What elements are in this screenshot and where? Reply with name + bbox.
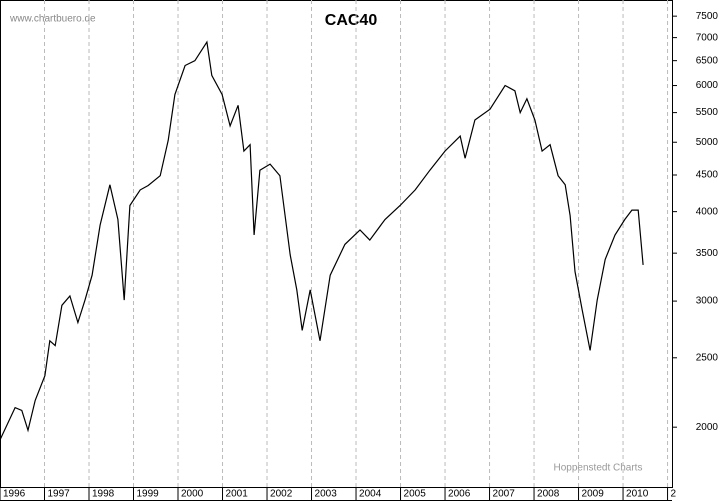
x-tick-label: 2000 — [181, 489, 204, 500]
x-tick-label: 2009 — [582, 489, 605, 500]
x-tick-label: 2007 — [493, 489, 516, 500]
x-tick-label: 2008 — [537, 489, 560, 500]
y-tick-label: 6500 — [696, 55, 719, 66]
x-tick-label: 2001 — [226, 489, 249, 500]
x-tick-label: 1997 — [48, 489, 71, 500]
source: www.chartbuero.de — [9, 14, 96, 25]
y-tick-label: 7000 — [696, 32, 719, 43]
x-tick-label: 2010 — [626, 489, 649, 500]
price-line — [0, 40, 644, 441]
y-tick-label: 7500 — [696, 11, 719, 22]
x-tick-label: 1998 — [92, 489, 115, 500]
plot-frame — [0, 0, 673, 488]
x-tick-label: 1996 — [3, 489, 26, 500]
x-tick-label: 2005 — [404, 489, 427, 500]
y-tick-label: 5500 — [696, 107, 719, 118]
x-tick-label: 2004 — [359, 489, 382, 500]
y-tick-label: 5000 — [696, 137, 719, 148]
x-tick-label: 2006 — [448, 489, 471, 500]
y-tick-label: 3500 — [696, 248, 719, 259]
y-tick-label: 3000 — [696, 296, 719, 307]
y-tick-label: 6000 — [696, 80, 719, 91]
y-tick-label: 2000 — [696, 422, 719, 433]
x-tick-label: 1999 — [137, 489, 160, 500]
x-tick-label: 2003 — [315, 489, 338, 500]
x-tick-label: 2 — [671, 489, 677, 500]
y-tick-label: 4000 — [696, 206, 719, 217]
y-tick-label: 4500 — [696, 170, 719, 181]
x-tick-label: 2002 — [270, 489, 293, 500]
y-tick-label: 2500 — [696, 352, 719, 363]
chart-title: CAC40 — [325, 12, 378, 29]
credit: Hoppenstedt Charts — [554, 463, 643, 474]
